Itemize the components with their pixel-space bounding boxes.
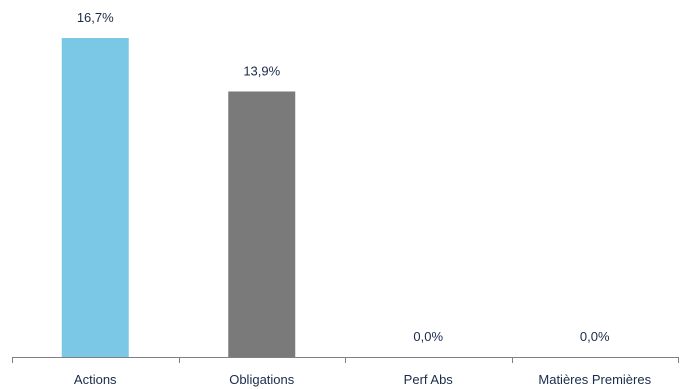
category-label: Actions <box>74 372 117 387</box>
data-label: 16,7% <box>77 10 114 25</box>
data-label: 13,9% <box>243 63 280 78</box>
category-label: Perf Abs <box>404 372 454 387</box>
data-label: 0,0% <box>580 329 610 344</box>
bar-obligations <box>228 91 296 357</box>
data-label: 0,0% <box>413 329 443 344</box>
value-labels-group: 16,7% 13,9% 0,0% 0,0% <box>77 10 610 344</box>
category-label: Obligations <box>229 372 295 387</box>
bar-actions <box>61 38 129 357</box>
bars-group <box>61 38 296 357</box>
category-label: Matières Premières <box>538 372 651 387</box>
category-labels-group: Actions Obligations Perf Abs Matières Premi… <box>74 372 652 387</box>
x-axis-ticks <box>12 357 679 363</box>
